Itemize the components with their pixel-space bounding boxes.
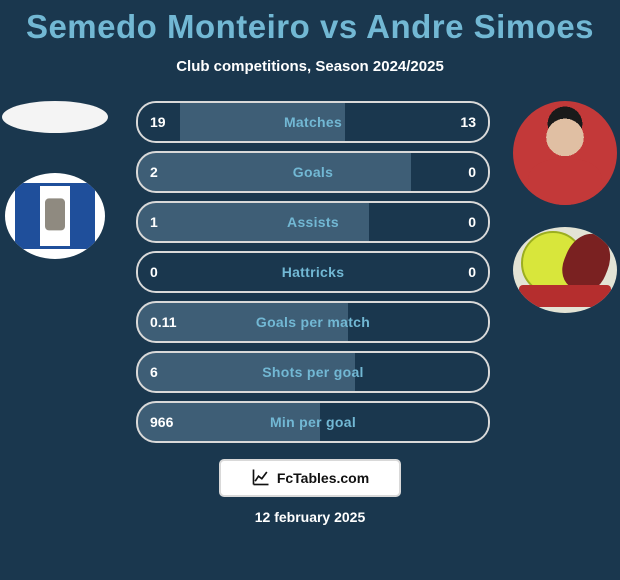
stat-label: Min per goal [138,414,488,430]
stat-label: Shots per goal [138,364,488,380]
brand-chart-icon [251,467,271,490]
player2-club-badge [513,227,617,313]
stat-value-right: 0 [420,164,488,180]
brand-badge: FcTables.com [219,459,401,497]
brand-text: FcTables.com [277,470,369,486]
club1-shield-icon [5,173,105,259]
player2-column [510,101,620,313]
comparison-card: Semedo Monteiro vs Andre Simoes Club com… [0,0,620,580]
club2-bg-icon [513,227,617,313]
stat-value-right: 0 [420,214,488,230]
player1-name: Semedo Monteiro [26,8,310,45]
footer-date: 12 february 2025 [0,509,620,525]
stat-row: 0.11 Goals per match [136,301,490,343]
player1-column [0,101,110,259]
player1-photo-placeholder [2,101,108,133]
stat-value-right: 13 [420,114,488,130]
club2-ribbon-icon [519,285,611,307]
page-title: Semedo Monteiro vs Andre Simoes [0,0,620,46]
content-area: 19 Matches 13 2 Goals 0 1 Assists 0 [0,101,620,441]
stat-row: 1 Assists 0 [136,201,490,243]
stat-value-right: 0 [420,264,488,280]
stat-row: 19 Matches 13 [136,101,490,143]
stat-row: 6 Shots per goal [136,351,490,393]
player1-club-badge [5,173,105,259]
stat-row: 966 Min per goal [136,401,490,443]
stat-row: 0 Hattricks 0 [136,251,490,293]
title-vs: vs [320,8,358,45]
stat-label: Goals per match [138,314,488,330]
subtitle: Club competitions, Season 2024/2025 [0,46,620,75]
stat-row: 2 Goals 0 [136,151,490,193]
player2-name: Andre Simoes [366,8,594,45]
player2-photo [513,101,617,205]
stat-rows: 19 Matches 13 2 Goals 0 1 Assists 0 [136,101,490,451]
